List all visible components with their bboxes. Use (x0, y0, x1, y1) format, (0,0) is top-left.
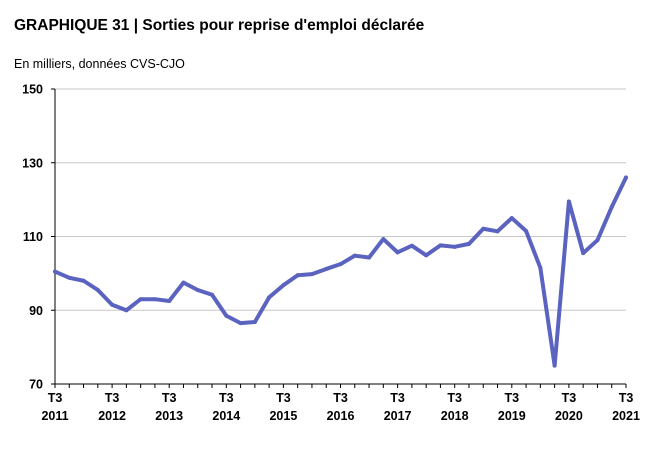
data-point (224, 313, 229, 318)
x-tick-label-quarter: T3 (162, 391, 177, 405)
data-point (138, 297, 143, 302)
y-tick-label: 110 (23, 230, 43, 244)
chart-title: GRAPHIQUE 31 | Sorties pour reprise d'em… (14, 17, 425, 34)
data-point (595, 238, 600, 243)
data-point (466, 241, 471, 246)
data-point (67, 275, 72, 280)
data-point (495, 229, 500, 234)
x-tick-label-quarter: T3 (48, 391, 63, 405)
series-line (53, 175, 628, 368)
data-point (552, 363, 557, 368)
x-tick-label-quarter: T3 (505, 391, 520, 405)
x-tick-label-year: 2020 (555, 409, 583, 423)
data-point (509, 216, 514, 221)
x-tick-label-year: 2018 (441, 409, 469, 423)
data-point (452, 244, 457, 249)
data-point (524, 228, 529, 233)
y-tick-label: 70 (29, 378, 43, 392)
x-tick-label-quarter: T3 (219, 391, 234, 405)
data-point (167, 299, 172, 304)
x-tick-label-year: 2017 (384, 409, 412, 423)
x-tick-label-quarter: T3 (619, 391, 634, 405)
x-tick-label-year: 2015 (269, 409, 297, 423)
data-point (409, 243, 414, 248)
x-tick-label-quarter: T3 (276, 391, 291, 405)
data-point (110, 302, 115, 307)
data-point (624, 175, 628, 180)
data-point (381, 237, 386, 242)
chart-subtitle: En milliers, données CVS-CJO (14, 57, 185, 71)
data-point (581, 251, 586, 256)
y-tick-label: 130 (22, 156, 43, 170)
x-tick-label-year: 2014 (212, 409, 240, 423)
data-point (195, 287, 200, 292)
data-point (424, 253, 429, 258)
data-point (295, 273, 300, 278)
data-point (481, 226, 486, 231)
x-tick-label-quarter: T3 (447, 391, 462, 405)
x-tick-label-year: 2016 (327, 409, 355, 423)
data-point (609, 205, 614, 209)
data-point (281, 283, 286, 288)
data-point (367, 255, 372, 260)
data-point (124, 308, 129, 313)
data-point (53, 269, 57, 274)
y-tick-label: 90 (29, 304, 43, 318)
data-point (309, 272, 314, 277)
data-point (352, 253, 357, 258)
x-tick-label-year: 2013 (155, 409, 183, 423)
data-point (324, 266, 329, 271)
data-point (538, 265, 543, 270)
data-point (267, 295, 272, 300)
data-point (210, 292, 215, 297)
data-point (152, 297, 157, 302)
data-point (81, 278, 86, 283)
data-point (252, 320, 257, 325)
data-point (95, 287, 100, 292)
x-tick-label-year: 2011 (41, 409, 68, 423)
x-tick-label-quarter: T3 (562, 391, 577, 405)
data-point (438, 243, 443, 248)
data-point (181, 280, 186, 285)
y-tick-label: 150 (22, 83, 43, 97)
data-point (395, 250, 400, 255)
data-point (338, 262, 343, 267)
x-tick-label-quarter: T3 (390, 391, 405, 405)
x-tick-label-year: 2012 (98, 409, 126, 423)
x-tick-label-year: 2021 (612, 409, 640, 423)
x-tick-label-quarter: T3 (333, 391, 348, 405)
data-point (238, 321, 243, 326)
x-tick-label-year: 2019 (498, 409, 526, 423)
x-tick-label-quarter: T3 (105, 391, 120, 405)
data-point (566, 199, 571, 204)
